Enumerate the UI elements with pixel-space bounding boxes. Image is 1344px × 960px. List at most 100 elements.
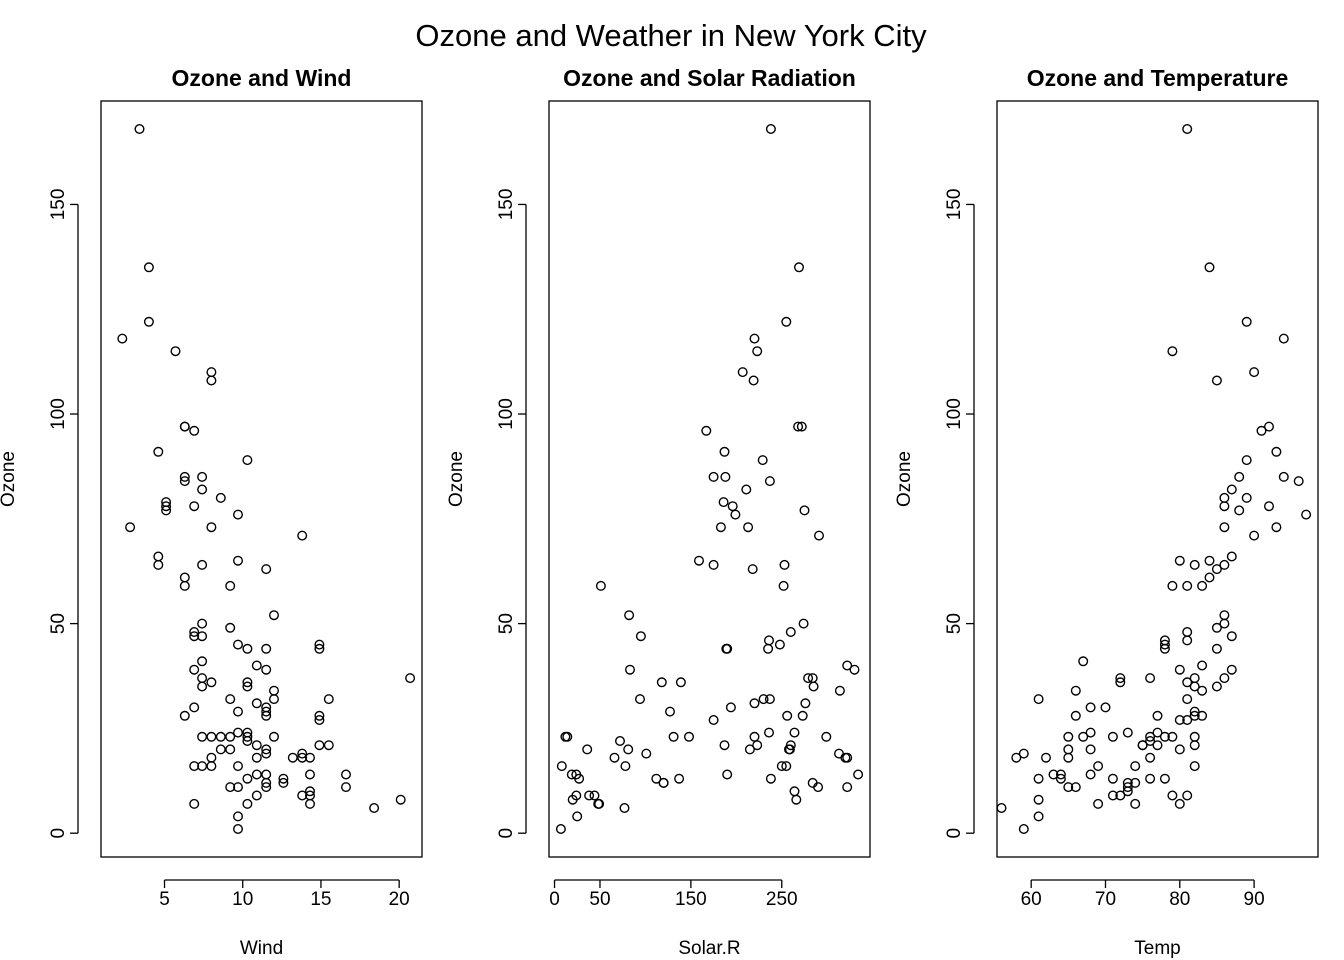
data-point: [778, 580, 789, 591]
data-point: [261, 564, 272, 575]
data-point: [1018, 748, 1029, 759]
data-point: [232, 727, 243, 738]
data-point: [1130, 798, 1141, 809]
data-point: [609, 752, 620, 763]
data-point: [719, 446, 730, 457]
data-point: [251, 769, 262, 780]
data-point: [1278, 471, 1289, 482]
data-point: [722, 769, 733, 780]
data-point: [821, 731, 832, 742]
data-point: [1182, 627, 1193, 638]
data-point: [1137, 740, 1148, 751]
data-point: [1093, 798, 1104, 809]
y-tick-label: 150: [496, 189, 517, 221]
panel-3: Ozone and Temperature 60 70 80 90 Temp 0 50 100 1…: [894, 65, 1319, 959]
data-point: [225, 694, 236, 705]
data-point: [1226, 631, 1237, 642]
x-tick-label: 90: [1244, 889, 1265, 910]
data-point: [197, 761, 208, 772]
panel-title: Ozone and Wind: [172, 65, 352, 91]
data-point: [834, 748, 845, 759]
data-point: [314, 740, 325, 751]
data-point: [1122, 727, 1133, 738]
data-point: [1278, 333, 1289, 344]
data-point: [269, 610, 280, 621]
data-point: [1055, 773, 1066, 784]
scatter-points: [555, 123, 864, 835]
data-point: [369, 803, 380, 814]
data-point: [269, 731, 280, 742]
data-point: [179, 421, 190, 432]
data-point: [747, 564, 758, 575]
data-point: [797, 710, 808, 721]
data-point: [117, 333, 128, 344]
data-point: [1182, 715, 1193, 726]
data-point: [1152, 710, 1163, 721]
data-point: [1145, 673, 1156, 684]
data-point: [261, 782, 272, 793]
data-point: [743, 522, 754, 533]
data-point: [752, 346, 763, 357]
data-point: [708, 559, 719, 570]
data-point: [1152, 727, 1163, 738]
data-point: [593, 798, 604, 809]
data-point: [314, 715, 325, 726]
data-point: [1122, 786, 1133, 797]
y-axis-label: Ozone: [446, 451, 467, 507]
data-point: [1271, 446, 1282, 457]
data-point: [791, 794, 802, 805]
data-point: [1033, 811, 1044, 822]
data-point: [278, 777, 289, 788]
data-point: [625, 664, 636, 675]
data-point: [1107, 773, 1118, 784]
data-point: [1226, 551, 1237, 562]
data-point: [708, 471, 719, 482]
data-point: [784, 744, 795, 755]
data-point: [719, 740, 730, 751]
data-point: [748, 375, 759, 386]
data-point: [752, 740, 763, 751]
data-point: [796, 421, 807, 432]
data-point: [1226, 664, 1237, 675]
data-point: [197, 681, 208, 692]
data-point: [287, 752, 298, 763]
y-axis: 0 50 100 150: [48, 189, 79, 838]
data-point: [781, 761, 792, 772]
data-point: [1048, 769, 1059, 780]
data-point: [584, 790, 595, 801]
data-point: [242, 677, 253, 688]
data-point: [764, 476, 775, 487]
data-point: [1182, 790, 1193, 801]
data-point: [232, 509, 243, 520]
data-point: [694, 555, 705, 566]
data-point: [853, 769, 864, 780]
data-point: [189, 798, 200, 809]
x-axis: 5 10 15 20: [159, 879, 410, 910]
data-point: [251, 698, 262, 709]
y-axis: 0 50 100 150: [944, 189, 975, 838]
data-point: [1234, 505, 1245, 516]
data-point: [1033, 794, 1044, 805]
data-point: [757, 455, 768, 466]
data-point: [251, 660, 262, 671]
data-point: [143, 262, 154, 273]
data-point: [197, 471, 208, 482]
x-tick-label: 20: [389, 889, 410, 910]
data-point: [297, 752, 308, 763]
data-point: [782, 710, 793, 721]
data-point: [405, 673, 416, 684]
plot-frame: [996, 100, 1319, 858]
data-point: [749, 698, 760, 709]
data-point: [1263, 501, 1274, 512]
data-point: [764, 727, 775, 738]
data-point: [206, 677, 217, 688]
x-axis: 0 50 150 250: [549, 879, 798, 910]
data-point: [1189, 681, 1200, 692]
data-point: [656, 677, 667, 688]
data-point: [1115, 677, 1126, 688]
data-point: [765, 773, 776, 784]
data-point: [765, 123, 776, 134]
data-point: [297, 790, 308, 801]
data-point: [179, 471, 190, 482]
data-point: [1122, 782, 1133, 793]
